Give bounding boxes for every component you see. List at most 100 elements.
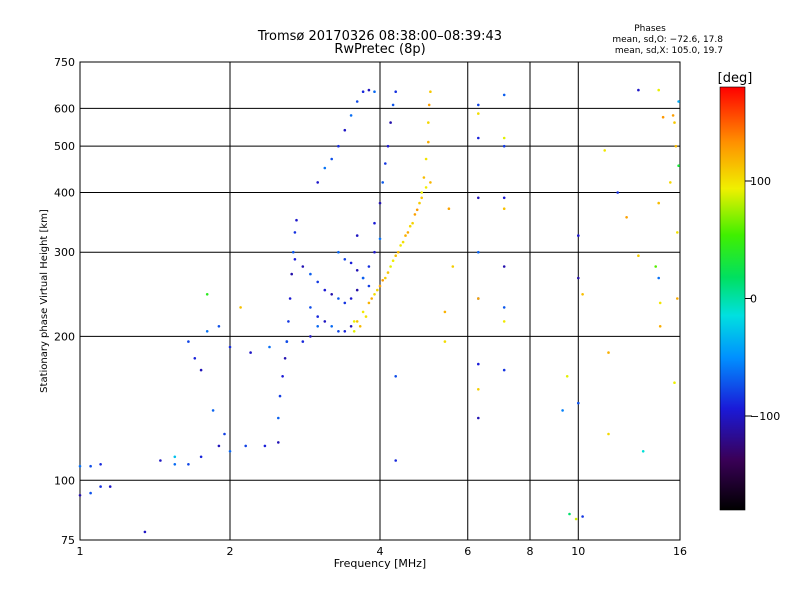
data-point (607, 351, 610, 354)
x-axis-label: Frequency [MHz] (334, 557, 426, 570)
colorbar-tick-label: −100 (750, 410, 780, 423)
data-points (78, 88, 680, 534)
data-point (285, 340, 289, 343)
data-point (355, 269, 359, 272)
data-point (427, 121, 430, 124)
stats-line-x: mean, sd,X: 105.0, 19.7 (615, 46, 723, 56)
data-point (343, 128, 347, 132)
data-point (577, 401, 580, 405)
data-point (205, 293, 209, 296)
data-point (502, 93, 506, 97)
data-point (249, 351, 252, 354)
data-point (477, 196, 480, 200)
data-point (581, 515, 584, 518)
data-point (577, 276, 580, 280)
data-point (367, 88, 371, 92)
data-point (349, 261, 353, 265)
stats-line-o: mean, sd,O: −72.6, 17.8 (612, 35, 723, 45)
data-point (361, 310, 365, 314)
data-point (673, 121, 676, 124)
data-point (343, 258, 347, 261)
x-tick-label: 10 (571, 545, 585, 558)
data-point (199, 368, 203, 372)
stats-title: Phases (634, 24, 666, 34)
data-point (337, 144, 340, 148)
data-point (637, 254, 640, 257)
data-point (293, 258, 297, 261)
data-point (420, 196, 424, 200)
data-point (378, 201, 382, 205)
data-point (424, 186, 428, 189)
data-point (451, 265, 455, 268)
data-point (343, 330, 347, 333)
data-point (502, 136, 506, 140)
data-point (268, 345, 271, 349)
x-tick-label: 4 (377, 545, 384, 558)
data-point (367, 301, 371, 305)
data-point (217, 325, 221, 328)
data-point (477, 136, 480, 140)
data-point (292, 250, 295, 254)
data-point (386, 144, 390, 148)
data-point (373, 221, 376, 225)
data-point (429, 90, 432, 93)
data-point (361, 90, 365, 93)
data-point (316, 315, 320, 318)
data-point (502, 306, 506, 309)
data-point (367, 265, 371, 268)
data-point (565, 375, 569, 378)
data-point (323, 288, 327, 292)
data-point (349, 297, 353, 300)
data-point (301, 265, 305, 268)
y-tick-label: 600 (54, 102, 75, 115)
data-point (370, 297, 374, 300)
data-point (401, 240, 405, 244)
y-tick-label: 200 (54, 330, 75, 343)
data-point (99, 463, 102, 466)
data-point (673, 381, 676, 385)
data-point (337, 250, 340, 254)
data-point (323, 166, 327, 170)
data-point (159, 459, 162, 462)
data-point (637, 88, 640, 92)
data-point (205, 330, 209, 333)
data-point (277, 441, 280, 444)
data-point (295, 218, 298, 222)
data-point (309, 306, 312, 309)
data-point (355, 234, 359, 237)
x-tick-label: 16 (673, 545, 687, 558)
data-point (389, 121, 392, 124)
data-point (581, 293, 584, 296)
data-point (364, 315, 368, 318)
data-point (396, 250, 400, 254)
data-point (625, 216, 628, 219)
data-point (394, 459, 398, 462)
data-point (408, 224, 412, 228)
data-point (502, 368, 506, 372)
data-point (661, 115, 665, 119)
data-point (352, 320, 356, 323)
x-tick-label: 8 (527, 545, 534, 558)
data-point (384, 162, 387, 165)
data-point (657, 276, 660, 280)
y-tick-label: 400 (54, 186, 75, 199)
data-point (309, 335, 312, 338)
data-point (263, 444, 267, 448)
data-point (173, 455, 177, 459)
data-point (316, 181, 320, 184)
y-axis-ticks: 75 100 200 300 400 500 600 750 (54, 56, 75, 547)
y-axis-label: Stationary phase Virtual Height [km] (39, 209, 50, 393)
data-point (674, 144, 678, 148)
data-point (78, 494, 82, 497)
data-point (355, 288, 359, 292)
data-point (352, 330, 356, 333)
data-point (337, 330, 340, 333)
y-tick-label: 300 (54, 246, 75, 259)
data-point (502, 207, 506, 210)
data-point (358, 325, 362, 328)
data-point (367, 284, 371, 288)
data-point (330, 325, 334, 328)
data-point (323, 320, 327, 323)
data-point (574, 517, 578, 521)
data-point (447, 207, 451, 210)
